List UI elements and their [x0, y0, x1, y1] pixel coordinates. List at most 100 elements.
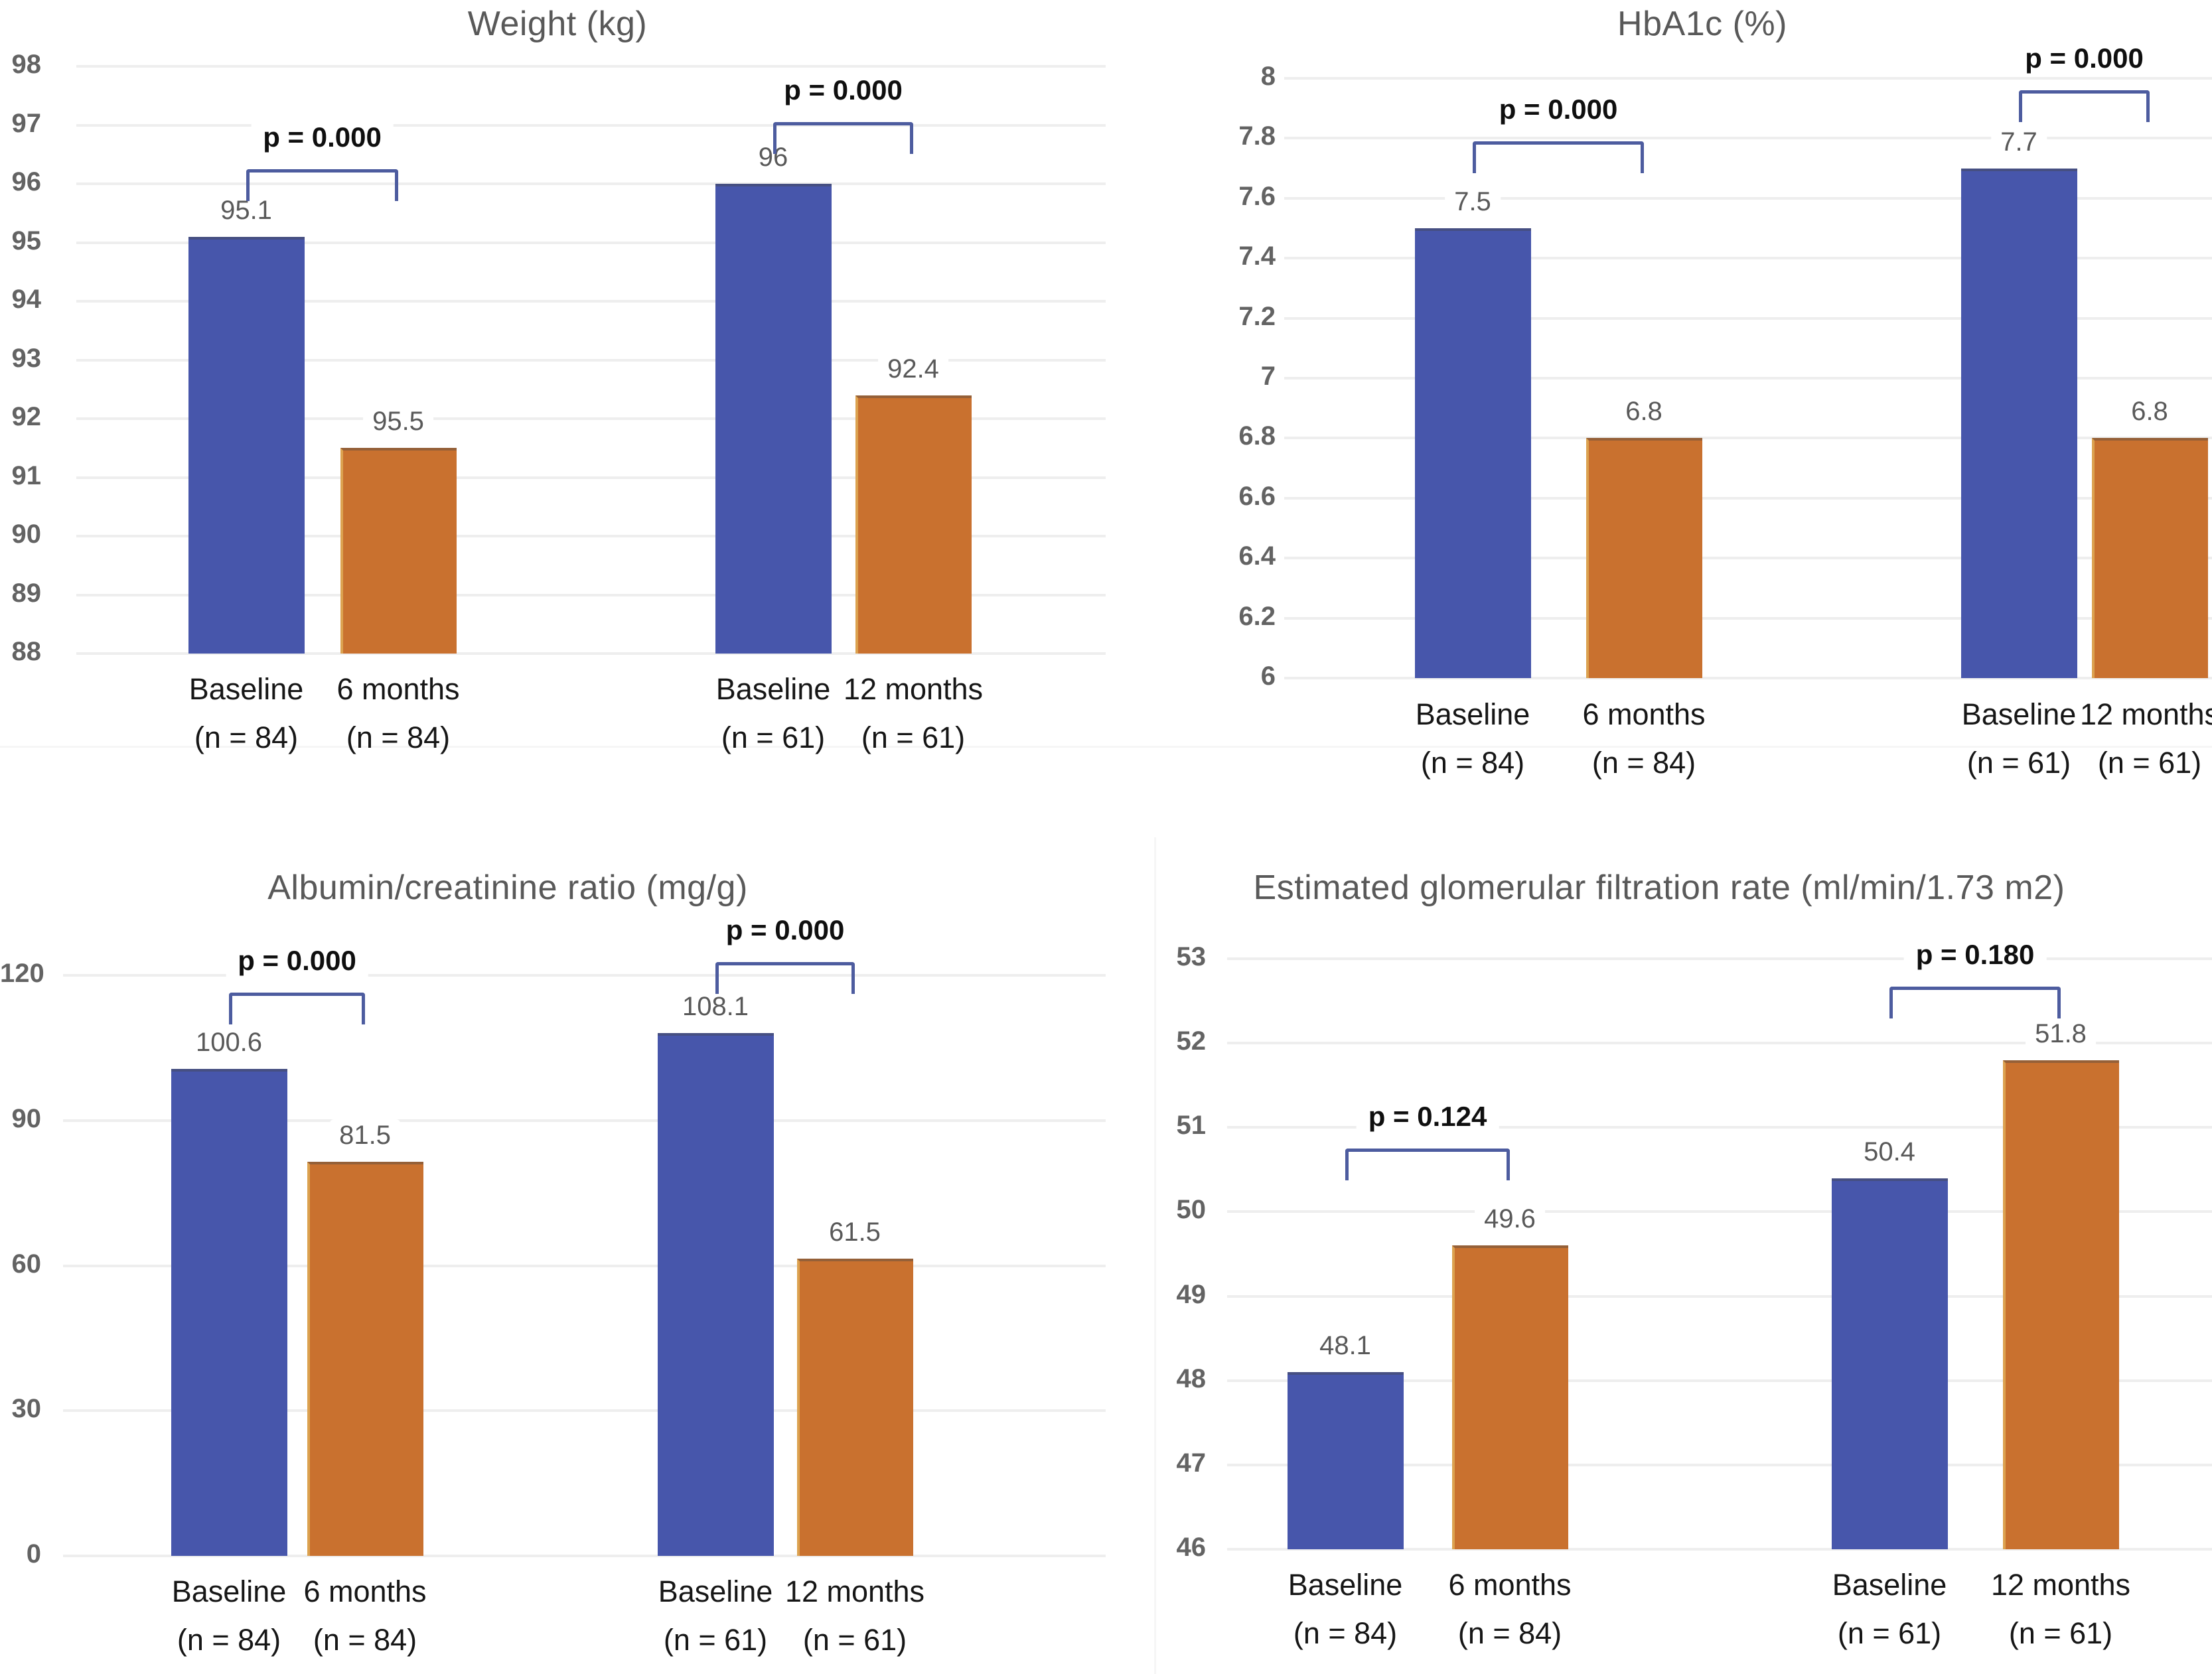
x-category-label: Baseline (n = 61) — [1873, 690, 2165, 787]
bar-value-label: 51.8 — [2026, 1017, 2096, 1050]
x-category-label: Baseline (n = 84) — [1199, 1561, 1491, 1657]
bar-value-label: 7.7 — [1991, 125, 2047, 159]
y-tick-label: 97 — [11, 108, 42, 138]
x-category-name: Baseline — [1415, 697, 1530, 731]
x-category-n: (n = 61) — [802, 1623, 907, 1657]
y-tick-label: 0 — [26, 1539, 41, 1569]
chart-title: Estimated glomerular filtration rate (ml… — [1253, 869, 2065, 907]
significance-bracket — [246, 169, 398, 201]
y-tick-label: 92 — [11, 402, 42, 431]
bar-6-months-84 — [340, 448, 457, 654]
chart-hba1c: HbA1c (%) 8 7.8 7.6 7.4 7.2 7 6.8 6.6 6.4 6.2 6 7.5… — [1106, 0, 2212, 837]
x-category-label: Baseline (n = 61) — [569, 1567, 861, 1664]
bar-value-label: 92.4 — [878, 352, 948, 385]
x-category-name: Baseline — [1832, 1568, 1947, 1602]
x-category-n: (n = 84) — [194, 721, 299, 754]
x-category-label: Baseline (n = 84) — [100, 665, 392, 762]
bar-value-label: 108.1 — [672, 990, 759, 1023]
x-category-label: 6 months (n = 84) — [1364, 1561, 1656, 1657]
significance-bracket — [715, 961, 855, 994]
bar-baseline-84 — [171, 1069, 287, 1556]
y-tick-label: 7.2 — [1238, 301, 1276, 331]
bar-baseline-61 — [1831, 1178, 1948, 1549]
p-value-label: p = 0.000 — [251, 119, 394, 155]
chart-title: HbA1c (%) — [1617, 5, 1787, 43]
gridline-8 — [1284, 77, 2212, 80]
x-category-name: 6 months — [303, 1574, 427, 1608]
y-tick-label: 93 — [11, 343, 42, 373]
gridline-6.2 — [1284, 616, 2212, 620]
gridline-120 — [63, 974, 1106, 977]
gridline-7.4 — [1284, 257, 2212, 260]
gridline-98 — [76, 65, 1106, 68]
y-tick-label: 7.6 — [1238, 181, 1276, 211]
panel-seam-horizontal — [0, 746, 2212, 748]
x-category-label: 6 months (n = 84) — [252, 665, 544, 762]
gridline-53 — [1227, 957, 2212, 960]
x-category-name: 12 months — [2079, 697, 2212, 731]
bar-12-months-61 — [796, 1258, 913, 1556]
gridline-95 — [76, 241, 1106, 244]
x-category-n: (n = 84) — [1591, 746, 1696, 780]
bar-baseline-84 — [1414, 228, 1531, 678]
x-category-n: (n = 61) — [663, 1623, 768, 1657]
x-category-label: 6 months (n = 84) — [219, 1567, 511, 1664]
x-category-name: 12 months — [1990, 1568, 2131, 1602]
y-tick-label: 8 — [1260, 62, 1276, 91]
gridline-47 — [1227, 1463, 2212, 1466]
y-tick-label: 50 — [1176, 1195, 1207, 1225]
gridline-6 — [1284, 677, 2212, 679]
p-value-label: p = 0.000 — [713, 912, 857, 947]
x-category-name: Baseline — [188, 672, 304, 706]
gridline-90 — [76, 535, 1106, 537]
gridline-7.8 — [1284, 137, 2212, 140]
x-category-label: 12 months (n = 61) — [767, 665, 1059, 762]
gridline-89 — [76, 593, 1106, 596]
chart-albumin-creatinine-ratio: Albumin/creatinine ratio (mg/g) 120 90 60 3… — [0, 837, 1106, 1674]
gridline-94 — [76, 300, 1106, 303]
gridline-93 — [76, 358, 1106, 362]
x-category-n: (n = 61) — [721, 721, 826, 754]
bar-baseline-84 — [1287, 1372, 1404, 1549]
y-tick-label: 6.4 — [1238, 541, 1276, 571]
y-tick-label: 90 — [11, 520, 42, 549]
gridline-90 — [63, 1119, 1106, 1122]
bar-baseline-61 — [657, 1032, 774, 1556]
x-category-n: (n = 84) — [1420, 746, 1525, 780]
significance-bracket — [773, 122, 913, 155]
gridline-46 — [1227, 1548, 2212, 1551]
bar-value-label: 100.6 — [186, 1026, 272, 1060]
y-tick-label: 51 — [1176, 1111, 1207, 1141]
chart-title: Albumin/creatinine ratio (mg/g) — [267, 869, 748, 907]
x-category-label: Baseline (n = 84) — [1327, 690, 1619, 787]
y-tick-label: 96 — [11, 167, 42, 196]
x-category-n: (n = 61) — [2008, 1616, 2113, 1650]
x-category-name: 12 months — [843, 672, 984, 706]
gridline-60 — [63, 1264, 1106, 1267]
y-tick-label: 53 — [1176, 942, 1207, 971]
gridline-6.8 — [1284, 437, 2212, 440]
x-category-name: 6 months — [1448, 1568, 1572, 1602]
gridline-49 — [1227, 1294, 2212, 1298]
gridline-96 — [76, 182, 1106, 185]
bar-value-label: 50.4 — [1854, 1135, 1925, 1168]
gridline-30 — [63, 1409, 1106, 1413]
y-tick-label: 94 — [11, 285, 42, 314]
significance-bracket — [229, 992, 365, 1024]
bar-baseline-84 — [188, 236, 305, 654]
y-tick-label: 60 — [11, 1249, 42, 1279]
gridline-48 — [1227, 1379, 2212, 1382]
gridline-6.6 — [1284, 496, 2212, 500]
x-category-name: Baseline — [658, 1574, 773, 1608]
significance-bracket — [1345, 1149, 1510, 1181]
x-category-name: Baseline — [1961, 697, 2077, 731]
y-tick-label: 7.8 — [1238, 121, 1276, 151]
x-category-n: (n = 84) — [1457, 1616, 1562, 1650]
y-tick-label: 6.8 — [1238, 421, 1276, 451]
x-category-n: (n = 61) — [861, 721, 966, 754]
y-tick-label: 6.2 — [1238, 601, 1276, 631]
bar-value-label: 61.5 — [820, 1216, 890, 1249]
p-value-label: p = 0.000 — [226, 943, 368, 978]
y-tick-label: 88 — [11, 637, 42, 666]
y-tick-label: 90 — [11, 1103, 42, 1133]
